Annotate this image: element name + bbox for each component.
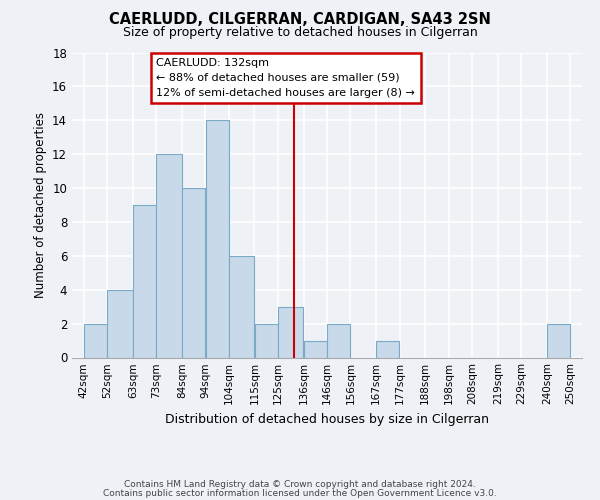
Text: CAERLUDD: 132sqm
← 88% of detached houses are smaller (59)
12% of semi-detached : CAERLUDD: 132sqm ← 88% of detached house… — [156, 58, 415, 98]
Bar — [133, 205, 156, 358]
Bar — [182, 188, 205, 358]
Text: Contains public sector information licensed under the Open Government Licence v3: Contains public sector information licen… — [103, 490, 497, 498]
Bar — [376, 340, 399, 357]
Bar — [547, 324, 570, 358]
Bar — [278, 306, 304, 358]
Bar — [206, 120, 229, 358]
Bar — [255, 324, 278, 358]
Bar — [157, 154, 182, 358]
Bar — [327, 324, 350, 358]
Text: Size of property relative to detached houses in Cilgerran: Size of property relative to detached ho… — [122, 26, 478, 39]
Text: Contains HM Land Registry data © Crown copyright and database right 2024.: Contains HM Land Registry data © Crown c… — [124, 480, 476, 489]
Text: CAERLUDD, CILGERRAN, CARDIGAN, SA43 2SN: CAERLUDD, CILGERRAN, CARDIGAN, SA43 2SN — [109, 12, 491, 28]
X-axis label: Distribution of detached houses by size in Cilgerran: Distribution of detached houses by size … — [165, 413, 489, 426]
Bar — [229, 256, 254, 358]
Bar — [304, 340, 327, 357]
Bar — [84, 324, 107, 358]
Y-axis label: Number of detached properties: Number of detached properties — [34, 112, 47, 298]
Bar — [107, 290, 133, 358]
